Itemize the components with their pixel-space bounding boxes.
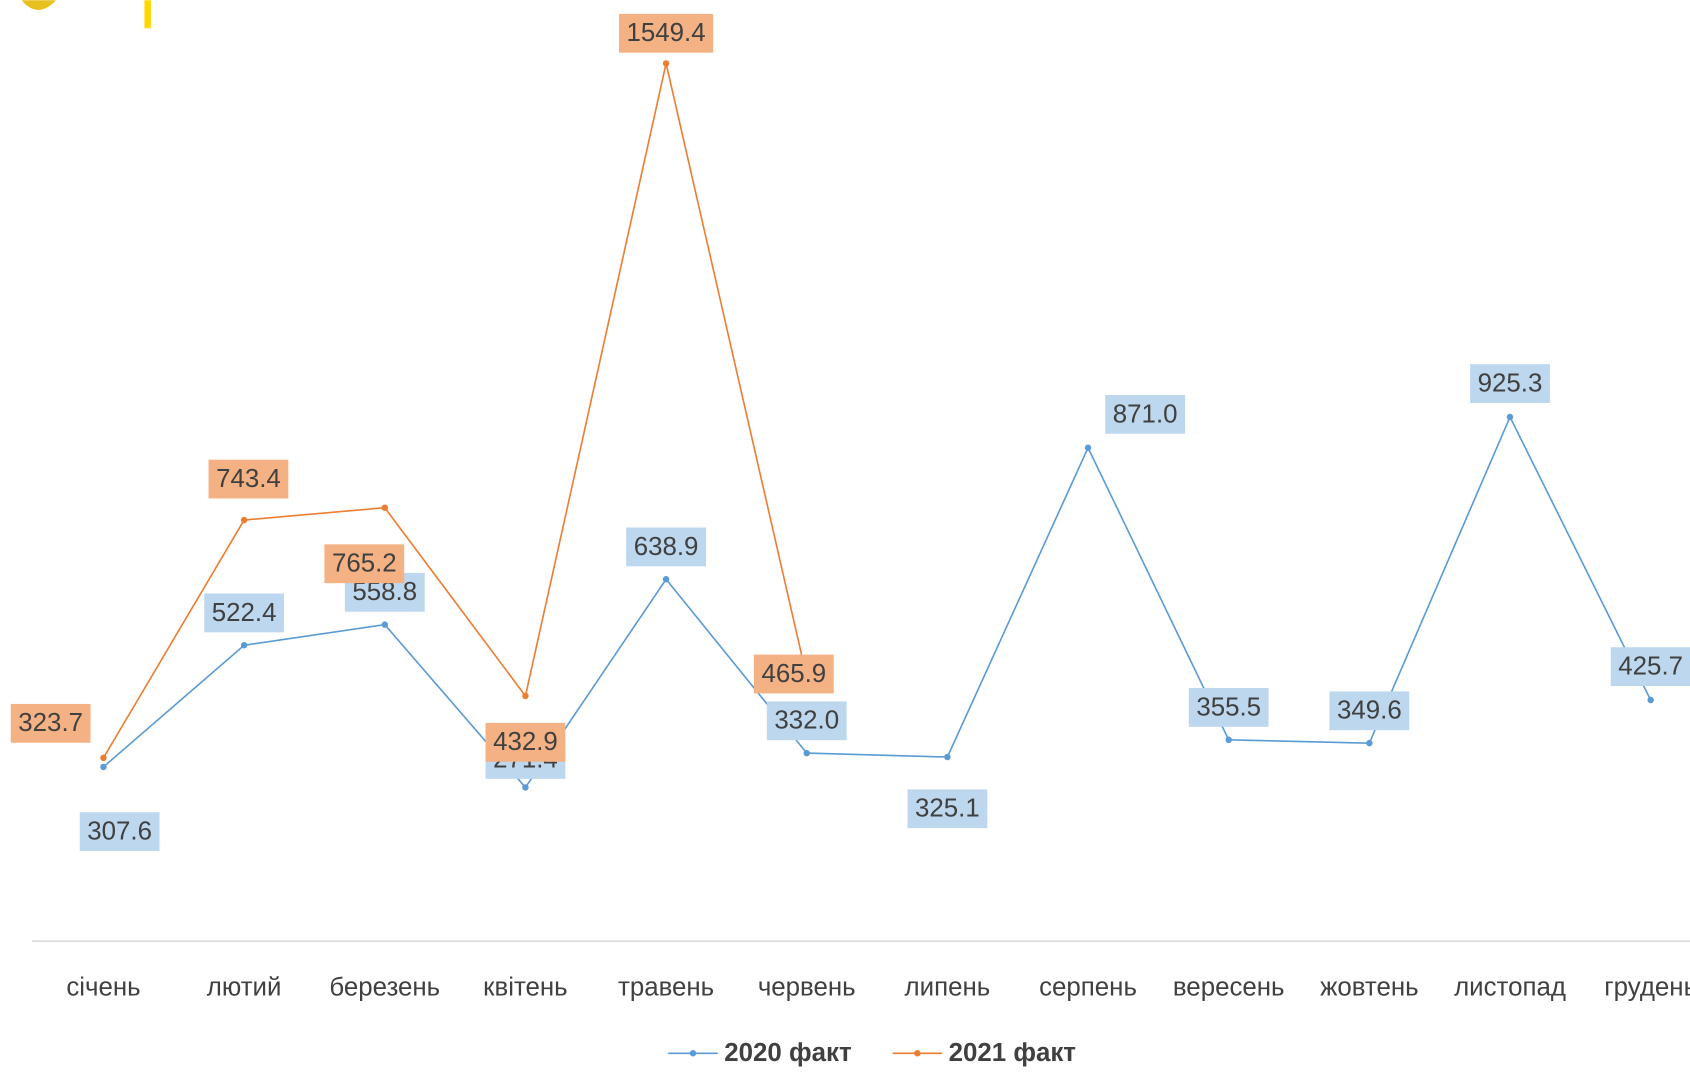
data-label-text: 325.1 [915,795,980,823]
x-tick-label: травень [618,973,714,1001]
data-label-text: 323.7 [18,709,83,737]
data-label: 765.2 [324,544,405,584]
data-label-text: 1549.4 [627,19,706,47]
x-tick-label: липень [905,973,991,1001]
data-label-box [1329,691,1410,731]
point [1366,739,1373,747]
data-label-box [324,544,405,584]
x-tick-label: листопад [1454,973,1566,1001]
x-tick-label: грудень [1604,973,1690,1001]
legend-label: 2020 факт [724,1039,851,1067]
point [522,784,529,791]
point [1084,444,1092,452]
logo-fragment [21,0,57,10]
data-label-box [618,13,714,53]
data-label: 349.6 [1329,691,1410,731]
data-label-box [204,593,285,633]
data-label: 743.4 [208,459,289,499]
plot-area: 307.6522.4558.8271.4638.9332.0325.1871.0… [10,13,1690,851]
data-label: 432.9 [485,722,566,762]
point [1506,413,1514,421]
data-label-text: 465.9 [761,660,826,688]
data-label-text: 425.7 [1618,653,1683,681]
legend-label: 2021 факт [949,1039,1076,1067]
data-label-box [907,789,988,829]
data-label-box [1610,647,1690,687]
data-label: 323.7 [10,703,91,743]
point [240,642,248,649]
data-label-text: 765.2 [332,550,397,578]
legend-marker [689,1050,697,1057]
data-label-box [485,722,566,762]
data-label: 332.0 [766,701,847,741]
data-label: 425.7 [1610,647,1690,687]
data-label: 638.9 [626,527,706,567]
point [803,749,810,757]
point [100,763,107,771]
series-line [102,415,1652,789]
data-label-box [1188,688,1269,727]
x-tick-label: лютий [207,973,282,1001]
x-tick-label: вересень [1173,973,1285,1001]
data-label-text: 522.4 [212,599,277,627]
data-label: 871.0 [1105,394,1186,434]
data-label: 925.3 [1470,364,1550,404]
data-label-text: 743.4 [216,465,281,493]
point [381,621,389,628]
data-label-box [79,812,160,851]
data-label-text: 432.9 [493,728,558,756]
data-label: 355.5 [1188,688,1269,727]
point [1225,736,1232,744]
data-label: 465.9 [753,654,834,694]
data-label: 325.1 [907,789,988,829]
x-tick-label: квітень [483,973,567,1001]
data-label: 307.6 [79,812,160,851]
series-line [102,63,808,759]
data-label-box [1470,364,1550,404]
legend: 2020 факт 2021 факт [668,1039,1076,1067]
data-label-text: 307.6 [87,818,152,846]
data-label-text: 332.0 [774,707,839,735]
data-label: 1549.4 [618,13,714,53]
data-label-text: 638.9 [634,533,699,561]
x-tick-label: жовтень [1320,973,1419,1001]
point [662,576,670,583]
data-label-box [10,703,91,743]
point [100,754,107,762]
data-label-text: 355.5 [1196,693,1261,721]
point [522,692,529,700]
x-tick-label: січень [66,973,140,1001]
legend-marker [914,1050,921,1057]
data-label: 522.4 [204,593,285,633]
data-label-box [208,459,289,499]
data-label-box [766,701,847,741]
data-label-box [626,527,706,567]
data-label-text: 871.0 [1113,400,1178,428]
x-tick-label: березень [329,973,440,1001]
data-label-box [753,654,834,694]
data-label-text: 925.3 [1478,370,1543,398]
point [662,60,670,67]
header-bar [144,0,151,29]
point [1647,696,1654,704]
point [944,753,951,761]
x-tick-label: серпень [1039,973,1137,1001]
point [240,516,248,524]
x-tick-label: червень [758,973,856,1001]
data-label-box [1105,394,1186,434]
data-label-text: 349.6 [1337,697,1402,725]
point [381,504,389,511]
